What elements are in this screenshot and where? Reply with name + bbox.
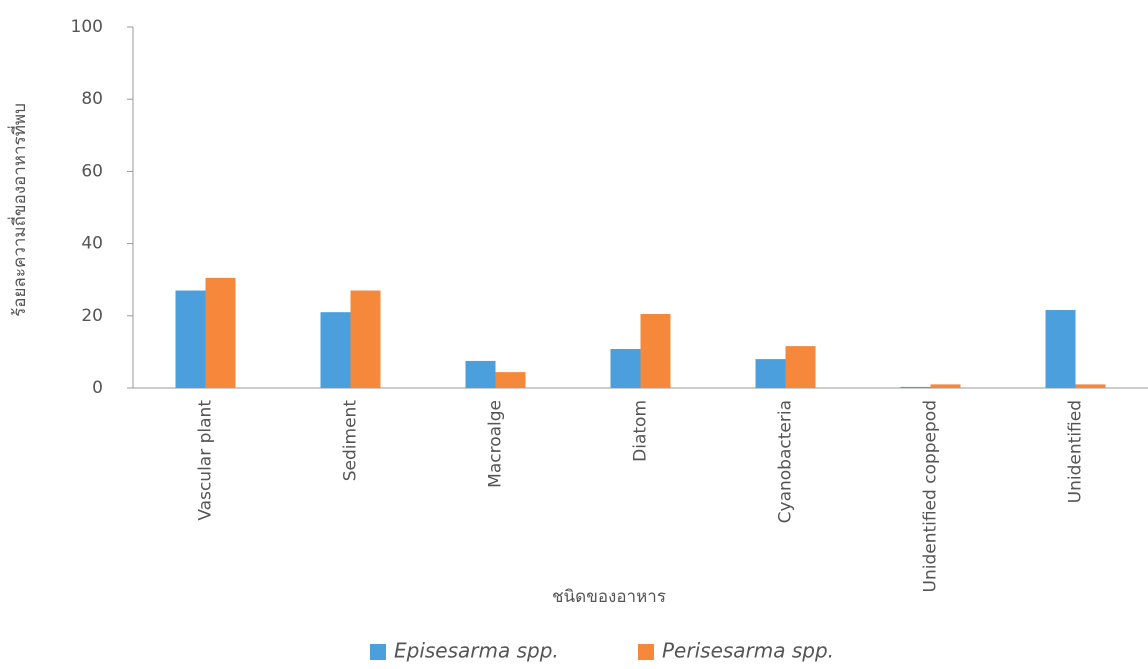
bar (930, 384, 961, 388)
legend-label: Perisesarma spp. (662, 639, 834, 663)
bar (465, 360, 496, 388)
bar (320, 312, 351, 388)
x-tick-label: Unidentified coppepod (921, 400, 941, 593)
bar (1045, 310, 1076, 388)
x-axis-label: ชนิดของอาหาร (552, 587, 666, 607)
x-tick-label: Unidentified (1066, 400, 1086, 503)
bar (350, 290, 381, 388)
x-tick-label: Cyanobacteria (776, 400, 796, 523)
legend-swatch (370, 644, 386, 660)
y-tick-label: 60 (81, 161, 103, 181)
y-tick-label: 20 (81, 306, 103, 326)
bar (495, 372, 526, 388)
bar (755, 359, 786, 388)
bar (785, 346, 816, 388)
y-tick-label: 80 (81, 89, 103, 109)
bar (175, 290, 206, 388)
bar (205, 277, 236, 388)
y-axis-label: ร้อยละความถี่ของอาหารที่พบ (7, 103, 30, 317)
legend-swatch (638, 644, 654, 660)
y-tick-label: 0 (92, 378, 103, 398)
bar (1075, 384, 1106, 388)
x-tick-label: Sediment (341, 400, 361, 482)
y-tick-label: 40 (81, 234, 103, 254)
bar (610, 349, 641, 388)
bar (900, 386, 931, 388)
y-tick-label: 100 (71, 17, 103, 37)
x-tick-label: Diatom (631, 400, 651, 462)
legend-label: Episesarma spp. (394, 639, 559, 663)
bar (640, 313, 671, 388)
x-tick-label: Vascular plant (196, 400, 216, 521)
x-tick-label: Macroalge (486, 400, 506, 488)
